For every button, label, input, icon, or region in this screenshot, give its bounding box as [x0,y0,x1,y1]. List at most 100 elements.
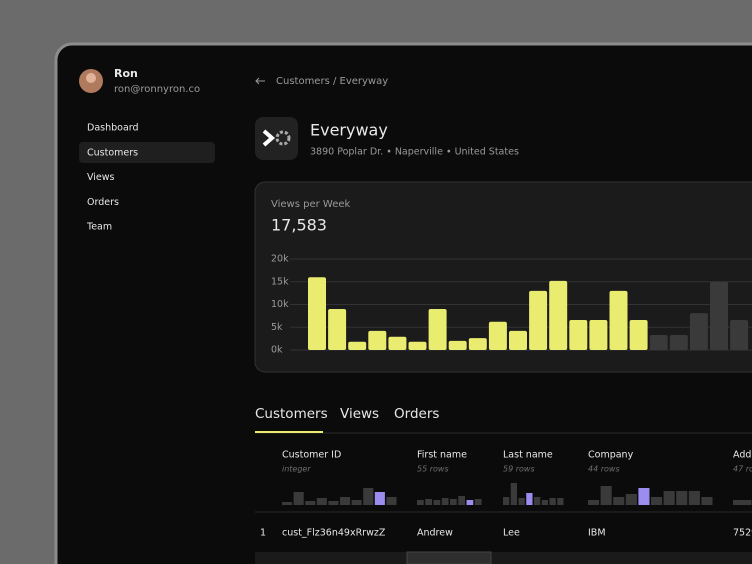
column-histogram-bar [316,498,327,505]
table-cell: cust_Flz36n49xRrwzZ [282,528,386,539]
bar [368,330,387,350]
bar [529,290,548,350]
table-cell: IBM [588,528,606,539]
column-histogram-bar [503,497,510,505]
column-histogram-bar [541,500,548,505]
company-name: Everyway [310,121,388,140]
column-histogram-bar [557,498,564,505]
column-histogram-bar [600,486,612,505]
column-histogram-bar [386,497,397,505]
table-cell: 1 [260,528,266,539]
column-histogram-bar [450,499,457,505]
bar [649,334,668,350]
column-histogram-bar [518,498,525,505]
column-subtitle: 59 rows [503,465,535,474]
bar [448,340,467,350]
column-subtitle: 44 rows [588,465,620,474]
avatar-face [86,73,96,83]
nav-item[interactable]: Orders [87,197,119,208]
column-histogram-bar [676,491,688,505]
chart-title: Views per Week [271,199,351,210]
logo-mark [262,129,276,147]
nav-item[interactable]: Views [87,172,115,183]
y-tick-label: 20k [271,254,289,265]
bar [669,334,688,350]
bar [589,319,608,350]
column-histogram-bar [534,497,541,505]
column-histogram-bar [305,501,316,505]
nav-item[interactable]: Dashboard [87,123,139,134]
bar [509,330,527,350]
nav-active-bg [79,142,215,163]
column-histogram-bar [474,499,482,505]
column-subtitle: 47 rows [733,465,752,474]
bar [468,338,487,350]
column-name[interactable]: Address [733,450,752,461]
column-histogram-bar [638,488,650,505]
bar [730,319,749,350]
y-tick-label: 0k [271,345,283,356]
y-tick-label: 10k [271,299,289,310]
bar [689,313,708,350]
tab[interactable]: Views [340,406,379,422]
tab[interactable]: Customers [255,406,328,422]
column-name[interactable]: Customer ID [282,450,341,461]
table-cell: 7529 [733,528,752,539]
column-histogram-bar [458,496,465,505]
chart-card [254,181,752,373]
column-name[interactable]: Last name [503,450,553,461]
column-histogram-bar [688,491,700,505]
bar [388,336,407,350]
column-histogram-bar [613,497,625,505]
column-histogram-bar [433,500,441,505]
column-histogram-bar [466,500,474,505]
column-histogram-bar [651,497,663,505]
column-histogram-bar [588,500,600,505]
column-histogram-bar [733,500,752,505]
column-histogram-bar [351,500,362,505]
column-name[interactable]: First name [417,450,467,461]
logo-mark-ring [275,130,291,146]
bar [428,309,447,350]
bar [569,319,588,350]
nav-item[interactable]: Customers [87,147,138,158]
column-histogram-bar [417,500,424,505]
y-tick-label: 15k [271,276,289,287]
column-histogram-bar [701,497,713,505]
bar [710,281,728,350]
column-histogram-bar [526,493,533,505]
column-histogram-bar [374,492,385,505]
back-arrow[interactable] [255,77,265,85]
tab[interactable]: Orders [394,406,439,422]
scrollbar-thumb[interactable] [406,551,492,564]
bar [629,319,648,350]
chart-total: 17,583 [271,216,327,235]
bar [549,280,568,350]
column-histogram-bar [340,497,351,505]
scrollbar-track [255,552,752,564]
table-cell: Lee [503,528,520,539]
bar [488,321,507,350]
column-histogram-bar [293,492,304,505]
column-histogram-bar [425,499,432,505]
column-histogram-bar [663,491,675,505]
column-histogram-bar [441,498,449,505]
column-histogram-bar [625,494,637,505]
breadcrumb[interactable]: Customers / Everyway [276,76,388,87]
table-cell: Andrew [417,528,453,539]
column-name[interactable]: Company [588,450,634,461]
bar [609,290,628,350]
bar [408,341,427,350]
column-histogram-bar [549,498,556,505]
column-histogram-bar [328,501,339,505]
nav-item[interactable]: Team [86,222,112,233]
user-email: ron@ronnyron.co [114,84,200,95]
column-histogram-bar [282,502,293,505]
user-name: Ron [114,67,138,80]
column-subtitle: 55 rows [417,465,449,474]
company-address: 3890 Poplar Dr. • Naperville • United St… [310,147,519,158]
y-tick-label: 5k [271,322,283,333]
column-histogram-bar [510,483,517,505]
